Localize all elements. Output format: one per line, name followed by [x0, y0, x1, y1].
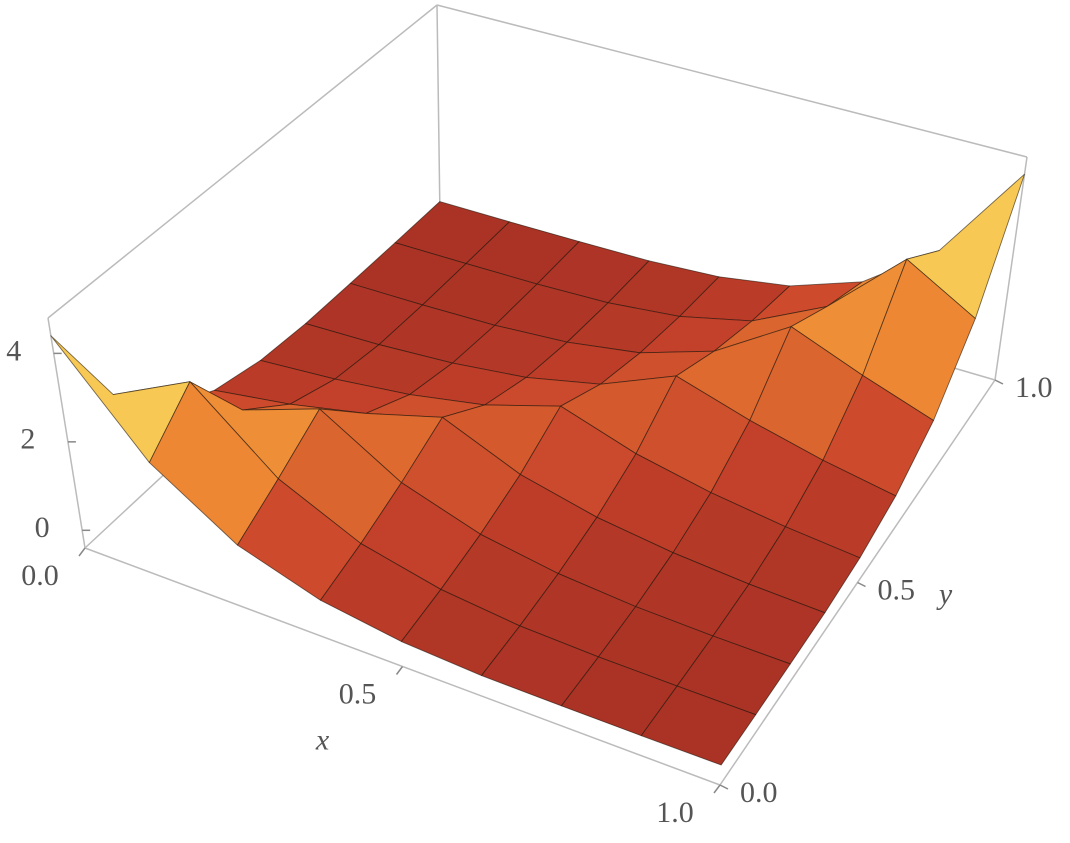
x-axis-label: x	[315, 723, 330, 756]
box-edge	[436, 4, 441, 219]
z-tick-label: 2	[20, 423, 35, 456]
x-tick	[713, 784, 721, 794]
box-edge	[47, 4, 438, 319]
z-tick-label: 0	[35, 511, 50, 544]
surface	[50, 173, 1025, 766]
y-tick-label: 0.5	[878, 573, 916, 606]
y-tick-label: 1.0	[1015, 371, 1053, 404]
y-tick-label: 0.0	[740, 776, 778, 809]
box-edge	[47, 317, 86, 549]
x-tick-label: 1.0	[656, 796, 694, 829]
x-tick-label: 0.5	[339, 677, 377, 710]
x-tick	[395, 666, 404, 675]
box-edge	[436, 4, 1028, 158]
x-tick-label: 0.0	[21, 559, 59, 592]
y-tick	[857, 581, 866, 588]
y-axis-label: y	[936, 577, 953, 610]
box-edge	[994, 156, 1028, 381]
y-tick	[719, 784, 729, 790]
z-tick-label: 4	[6, 334, 21, 367]
x-tick	[78, 547, 86, 557]
surface-patch	[640, 685, 757, 766]
y-tick	[994, 379, 1004, 385]
